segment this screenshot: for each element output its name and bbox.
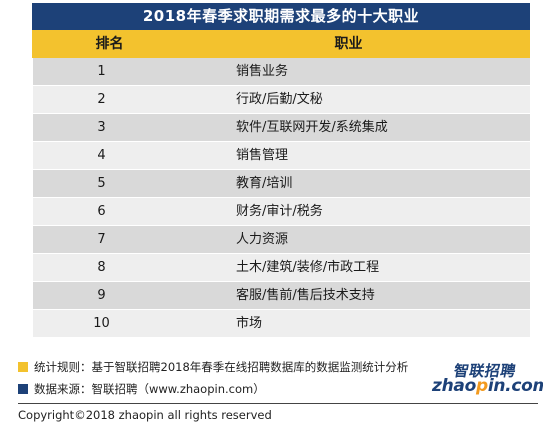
header-rank: 排名 bbox=[95, 36, 124, 52]
job-cell: 人力资源 bbox=[236, 232, 289, 247]
job-cell: 教育/培训 bbox=[236, 176, 293, 191]
table-row: 7 人力资源 bbox=[33, 226, 530, 254]
rank-cell: 3 bbox=[97, 120, 106, 135]
table-body: 1 销售业务 2 行政/后勤/文秘 3 软件/互联网开发/系统集成 4 销售管理… bbox=[32, 58, 530, 338]
rank-cell: 9 bbox=[97, 288, 106, 303]
logo-domain-suffix: in.com bbox=[487, 376, 543, 396]
zhaopin-logo: 智联招聘 zhaopin.com bbox=[426, 360, 543, 400]
table-header: 排名 职业 bbox=[32, 30, 530, 58]
copyright-text: Copyright©2018 zhaopin all rights reserv… bbox=[18, 408, 272, 422]
ranking-table: 2018年春季求职期需求最多的十大职业 排名 职业 1 销售业务 2 行政/后勤… bbox=[32, 3, 530, 338]
footer-divider bbox=[18, 403, 538, 404]
rank-cell: 7 bbox=[97, 232, 106, 247]
job-cell: 市场 bbox=[236, 316, 263, 331]
footnotes: 统计规则：基于智联招聘2018年春季在线招聘数据库的数据监测统计分析 数据来源：… bbox=[18, 356, 408, 400]
table-row: 2 行政/后勤/文秘 bbox=[33, 86, 530, 114]
rule-note: 统计规则：基于智联招聘2018年春季在线招聘数据库的数据监测统计分析 bbox=[18, 356, 408, 378]
job-cell: 客服/售前/售后技术支持 bbox=[236, 288, 375, 303]
yellow-square-icon bbox=[18, 362, 28, 372]
table-row: 4 销售管理 bbox=[33, 142, 530, 170]
logo-domain-accent: p bbox=[475, 376, 488, 396]
source-text: 数据来源：智联招聘（www.zhaopin.com） bbox=[34, 382, 265, 396]
table-row: 10 市场 bbox=[33, 310, 530, 338]
job-cell: 销售管理 bbox=[236, 148, 289, 163]
table-row: 1 销售业务 bbox=[33, 58, 530, 86]
header-job: 职业 bbox=[334, 36, 363, 52]
blue-square-icon bbox=[18, 384, 28, 394]
logo-domain-prefix: zhao bbox=[432, 376, 476, 396]
table-row: 8 土木/建筑/装修/市政工程 bbox=[33, 254, 530, 282]
job-cell: 土木/建筑/装修/市政工程 bbox=[236, 260, 380, 275]
table-row: 5 教育/培训 bbox=[33, 170, 530, 198]
rank-cell: 8 bbox=[97, 260, 106, 275]
source-note: 数据来源：智联招聘（www.zhaopin.com） bbox=[18, 378, 408, 400]
logo-domain: zhaopin.com bbox=[432, 376, 543, 396]
rank-cell: 4 bbox=[97, 148, 106, 163]
job-cell: 软件/互联网开发/系统集成 bbox=[236, 120, 388, 135]
job-cell: 销售业务 bbox=[236, 64, 289, 79]
rank-cell: 10 bbox=[93, 316, 110, 331]
table-title: 2018年春季求职期需求最多的十大职业 bbox=[32, 3, 530, 30]
rank-cell: 5 bbox=[97, 176, 106, 191]
job-cell: 行政/后勤/文秘 bbox=[236, 92, 323, 107]
table-row: 6 财务/审计/税务 bbox=[33, 198, 530, 226]
table-row: 9 客服/售前/售后技术支持 bbox=[33, 282, 530, 310]
table-row: 3 软件/互联网开发/系统集成 bbox=[33, 114, 530, 142]
rank-cell: 1 bbox=[97, 64, 106, 79]
job-cell: 财务/审计/税务 bbox=[236, 204, 323, 219]
rank-cell: 6 bbox=[97, 204, 106, 219]
rank-cell: 2 bbox=[97, 92, 106, 107]
rule-text: 统计规则：基于智联招聘2018年春季在线招聘数据库的数据监测统计分析 bbox=[34, 360, 409, 374]
